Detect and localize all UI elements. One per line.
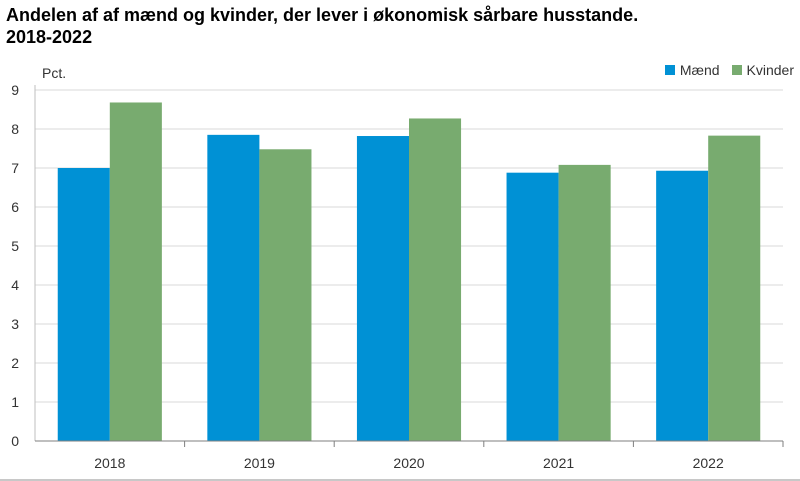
y-tick-label: 4 xyxy=(11,277,19,293)
legend-label-kvinder: Kvinder xyxy=(746,62,794,78)
bars xyxy=(57,102,761,442)
bar-maend-2021 xyxy=(506,172,559,441)
bar-maend-2018 xyxy=(57,168,110,441)
chart-legend: Mænd Kvinder xyxy=(664,62,794,78)
y-axis-label: Pct. xyxy=(42,65,66,81)
legend-item-kvinder: Kvinder xyxy=(731,62,794,78)
bar-kvinder-2021 xyxy=(558,164,611,441)
bar-kvinder-2022 xyxy=(708,135,761,441)
y-tick-label: 7 xyxy=(11,160,19,176)
legend-item-maend: Mænd xyxy=(664,62,720,78)
x-tick-label: 2022 xyxy=(693,455,724,471)
chart-title-line1: Andelen af af mænd og kvinder, der lever… xyxy=(6,5,639,25)
y-tick-label: 1 xyxy=(11,394,19,410)
chart-title-line2: 2018-2022 xyxy=(6,27,93,47)
y-tick-label: 3 xyxy=(11,316,19,332)
legend-swatch-kvinder xyxy=(731,65,742,75)
chart-title: Andelen af af mænd og kvinder, der lever… xyxy=(6,4,638,48)
legend-label-maend: Mænd xyxy=(679,62,720,78)
bar-kvinder-2020 xyxy=(409,118,462,441)
y-tick-label: 0 xyxy=(11,433,19,449)
x-tick-label: 2021 xyxy=(543,455,574,471)
bottom-rule xyxy=(0,479,800,481)
y-tick-label: 9 xyxy=(11,82,19,98)
y-tick-label: 5 xyxy=(11,238,19,254)
x-tick-label: 2019 xyxy=(244,455,275,471)
bar-maend-2022 xyxy=(656,170,709,442)
bar-maend-2020 xyxy=(356,136,409,441)
x-tick-label: 2020 xyxy=(393,455,424,471)
y-tick-label: 8 xyxy=(11,121,19,137)
x-tick-label: 2018 xyxy=(94,455,125,471)
bar-kvinder-2019 xyxy=(259,149,312,441)
axes: 0 1 2 3 4 5 6 7 8 9 2018 2019 2020 2021 2022 xyxy=(11,82,784,471)
y-tick-label: 2 xyxy=(11,355,19,371)
bar-maend-2019 xyxy=(207,134,260,441)
y-tick-label: 6 xyxy=(11,199,19,215)
legend-swatch-maend xyxy=(664,65,675,75)
bar-kvinder-2018 xyxy=(109,102,162,441)
